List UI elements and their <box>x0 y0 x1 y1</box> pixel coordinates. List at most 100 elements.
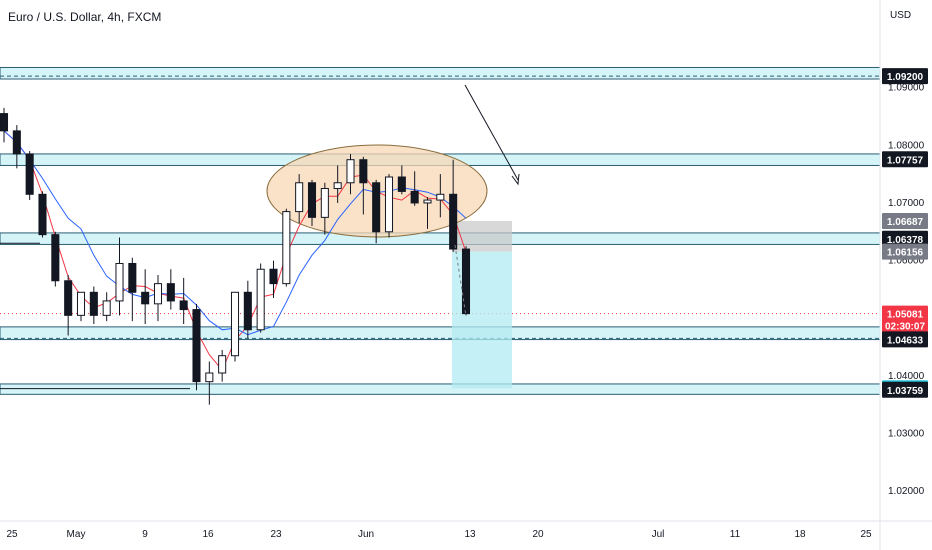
zones-layer <box>0 66 881 395</box>
candle <box>320 182 329 235</box>
position-layer <box>452 220 512 389</box>
candle-body <box>89 291 98 316</box>
candle <box>384 174 394 238</box>
candle-body <box>192 309 201 383</box>
price-tick-label: 1.04000 <box>888 371 925 382</box>
price-tag: 1.06156 <box>882 243 928 260</box>
candle-body <box>205 372 214 383</box>
candle-body <box>461 248 471 315</box>
time-tick-label: 25 <box>6 529 18 540</box>
zone-support-1.0463 <box>0 326 881 341</box>
chart-title: Euro / U.S. Dollar, 4h, FXCM <box>8 10 162 24</box>
candle <box>128 257 137 322</box>
price-tag: 1.07757 <box>882 151 928 168</box>
candle-body <box>397 176 406 192</box>
candle <box>51 231 60 287</box>
time-tick-label: May <box>67 529 86 540</box>
candle-body <box>25 153 34 195</box>
candle <box>423 197 432 229</box>
zone-support-1.0378 <box>0 383 881 395</box>
time-axis: 25 May 9 16 23 Jun 13 20 Jul 11 18 25 <box>0 520 932 540</box>
candle <box>141 269 150 324</box>
candle <box>243 280 252 339</box>
time-tick-label: 16 <box>202 529 214 540</box>
price-tag-bg <box>882 151 928 168</box>
time-tick-label: 20 <box>532 529 544 540</box>
candle <box>102 292 111 322</box>
candle <box>153 275 163 322</box>
price-tag-bg <box>882 68 928 85</box>
candle <box>38 191 47 238</box>
take-profit-box <box>452 251 512 389</box>
candle-body <box>179 300 188 311</box>
price-tick-label: 1.03000 <box>888 429 925 440</box>
candle <box>436 174 445 218</box>
candle <box>410 171 419 206</box>
candle-body <box>449 193 458 250</box>
candle-body <box>333 182 342 190</box>
candle-body <box>0 113 9 132</box>
price-tag-label: 1.07757 <box>887 155 924 166</box>
candle <box>192 303 201 391</box>
candles-layer <box>0 107 471 405</box>
annotations-layer <box>454 84 520 317</box>
price-tag-bg <box>882 243 928 260</box>
candle-body <box>12 130 21 155</box>
price-tag-label: 1.09200 <box>887 72 924 83</box>
candle-body <box>269 268 278 285</box>
candle <box>25 151 34 201</box>
time-tick-label: 13 <box>464 529 476 540</box>
time-tick-label: Jun <box>358 529 374 540</box>
price-tick-label: 1.09000 <box>888 83 925 94</box>
candle-body <box>384 176 394 233</box>
candle <box>449 159 458 252</box>
zone-resistance-1.092 <box>0 66 881 80</box>
price-tick-label: 1.06000 <box>888 256 925 267</box>
candle <box>166 269 175 310</box>
candle <box>89 286 98 324</box>
candle-body <box>38 193 47 236</box>
currency-label: USD <box>890 10 912 21</box>
candle <box>282 208 291 287</box>
candle-body <box>141 291 150 305</box>
candle <box>269 260 278 299</box>
price-tag: 1.03759 <box>882 381 928 398</box>
price-tick-label: 1.07000 <box>888 198 925 209</box>
price-tag-label: 1.05081 <box>887 310 924 321</box>
price-tag: 1.06378 <box>882 230 928 247</box>
price-tag: 1.04633 <box>882 331 928 348</box>
candle <box>295 174 304 224</box>
candle-body <box>128 262 137 293</box>
price-tick-label: 1.08000 <box>888 140 925 151</box>
stop-loss-box <box>452 220 512 252</box>
price-tag-bg <box>882 381 928 398</box>
price-tag-label: 1.04633 <box>887 335 924 346</box>
time-tick-label: Jul <box>652 529 665 540</box>
price-tag-bg <box>882 230 928 247</box>
price-tag-label: 1.06156 <box>887 248 924 259</box>
zone-support-1.0638 <box>0 232 881 245</box>
candle <box>0 107 9 143</box>
candle-body <box>153 283 163 305</box>
candle-body <box>218 355 227 374</box>
candle <box>64 275 73 336</box>
candle <box>461 246 471 316</box>
down-arrow-line <box>464 84 519 181</box>
price-tag-bg <box>882 305 928 322</box>
candle <box>230 291 240 362</box>
candle <box>333 165 342 203</box>
time-tick-label: 23 <box>270 529 282 540</box>
price-tick-label: 1.02000 <box>888 486 925 497</box>
candle <box>359 156 368 215</box>
time-tick-label: 25 <box>860 529 872 540</box>
candle-body <box>166 283 175 302</box>
price-tag: 1.09200 <box>882 68 928 85</box>
candle-body <box>436 193 445 201</box>
candle-body <box>346 159 355 184</box>
price-tag-label: 1.03759 <box>887 386 924 397</box>
price-tag-label: 02:30:07 <box>885 322 925 333</box>
price-tag-label: 1.06687 <box>887 217 924 228</box>
time-tick-label: 18 <box>794 529 806 540</box>
